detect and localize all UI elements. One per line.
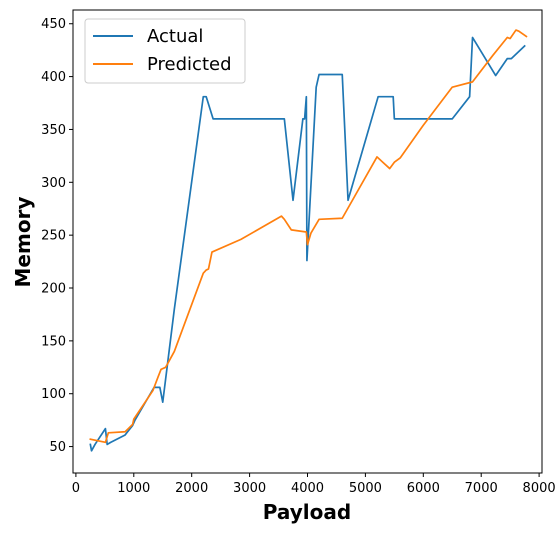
- x-tick-label: 2000: [175, 481, 208, 496]
- y-tick-label: 450: [41, 17, 66, 32]
- x-tick-label: 8000: [523, 481, 556, 496]
- y-axis-title: Memory: [11, 197, 35, 288]
- x-tick-label: 3000: [233, 481, 266, 496]
- x-tick-label: 6000: [407, 481, 440, 496]
- x-axis-ticks: 0 1000 2000 3000 4000 5000 6000 7000 8000: [72, 473, 556, 496]
- x-tick-label: 1000: [117, 481, 150, 496]
- y-tick-label: 250: [41, 229, 66, 244]
- series-layer: [89, 29, 528, 452]
- y-tick-label: 200: [41, 282, 66, 297]
- legend-label-actual: Actual: [147, 26, 203, 47]
- y-tick-label: 300: [41, 176, 66, 191]
- y-tick-label: 50: [49, 440, 66, 455]
- x-tick-label: 5000: [349, 481, 382, 496]
- y-tick-label: 100: [41, 387, 66, 402]
- y-tick-label: 350: [41, 123, 66, 138]
- y-tick-label: 400: [41, 70, 66, 85]
- series-line-actual: [89, 36, 526, 452]
- legend: Actual Predicted: [84, 18, 246, 84]
- legend-label-predicted: Predicted: [147, 54, 232, 75]
- x-tick-label: 7000: [465, 481, 498, 496]
- x-tick-label: 4000: [291, 481, 324, 496]
- x-tick-label: 0: [72, 481, 80, 496]
- x-axis-title: Payload: [263, 500, 351, 524]
- y-axis-ticks: 50 100 150 200 250 300 350 400 450: [41, 17, 73, 455]
- y-tick-label: 150: [41, 334, 66, 349]
- series-line-predicted: [89, 29, 528, 444]
